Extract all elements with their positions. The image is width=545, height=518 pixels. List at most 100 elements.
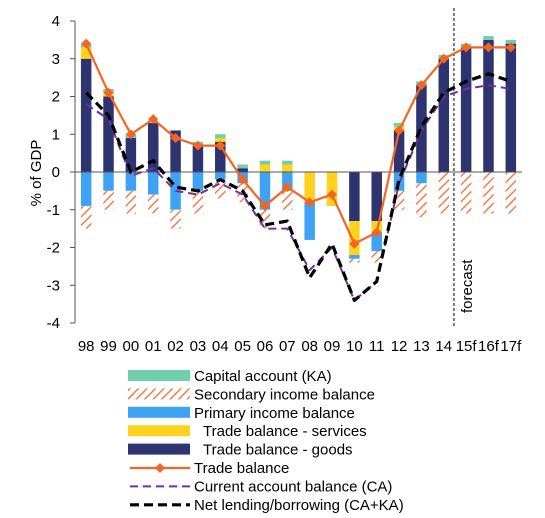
legend-label-trade-goods: Trade balance - goods [203, 442, 353, 459]
trade-balance-marker [438, 53, 449, 64]
bar-capital-account [282, 160, 293, 165]
bar-trade-services [259, 164, 271, 172]
bar-primary-income [192, 172, 204, 191]
forecast-label: forecast [459, 259, 476, 313]
bar-trade-goods [393, 130, 405, 172]
bar-secondary-income [259, 209, 271, 229]
x-tick-label: 11 [369, 338, 385, 355]
bar-secondary-income [393, 190, 405, 210]
bar-trade-goods [460, 47, 472, 172]
x-tick-label: 06 [257, 338, 274, 355]
bar-trade-services [282, 164, 293, 172]
bar-trade-goods [349, 172, 360, 222]
bar-secondary-income [103, 190, 114, 210]
x-tick-label: 03 [190, 338, 207, 355]
bar-secondary-income [125, 190, 137, 214]
bar-primary-income [371, 232, 382, 252]
trade-balance-marker [215, 140, 226, 151]
trade-balance-marker [148, 114, 159, 125]
trade-balance-marker [237, 174, 248, 185]
bar-trade-goods [438, 58, 450, 172]
bar-capital-account [215, 134, 226, 139]
trade-balance-marker [349, 238, 360, 249]
y-tick-label: 0 [52, 164, 60, 181]
bar-trade-services [304, 172, 315, 203]
bar-trade-goods [103, 96, 114, 172]
bar-secondary-income [282, 190, 293, 210]
trade-balance-marker [461, 42, 472, 53]
bar-trade-goods [80, 58, 92, 172]
bar-trade-goods [416, 85, 427, 172]
trade-balance-marker [81, 38, 92, 49]
x-tick-label: 07 [279, 338, 296, 355]
trade-balance-marker [304, 197, 315, 208]
bar-primary-income [125, 172, 137, 191]
y-axis-label: % of GDP [28, 140, 45, 207]
legend-label-trade-services: Trade balance - services [203, 423, 367, 440]
x-tick-label: 09 [324, 338, 341, 355]
bar-secondary-income [215, 179, 226, 199]
legend-symbol-capital-account [128, 370, 190, 381]
bar-capital-account [393, 122, 405, 127]
x-tick-label: 02 [167, 338, 184, 355]
x-tick-label: 10 [346, 338, 363, 355]
bar-trade-goods [371, 172, 382, 222]
x-tick-label: 08 [301, 338, 318, 355]
bar-trade-goods [237, 168, 248, 172]
y-tick-label: 2 [52, 89, 60, 106]
bar-primary-income [80, 172, 92, 206]
trade-balance-marker [371, 227, 382, 238]
bar-secondary-income [483, 172, 494, 214]
bar-trade-goods [505, 43, 517, 173]
bar-primary-income [259, 172, 271, 210]
trade-balance-marker [327, 189, 338, 200]
legend-symbol-trade-services [128, 425, 190, 437]
legend-symbol-primary-income [128, 406, 190, 418]
y-tick-label: 4 [52, 13, 60, 30]
legend-symbol-secondary-income [128, 388, 190, 400]
bar-primary-income [282, 172, 293, 191]
bar-capital-account [483, 36, 494, 40]
legend-label-secondary-income: Secondary income balance [194, 386, 375, 403]
bar-trade-goods [215, 141, 226, 172]
x-tick-label: 13 [413, 338, 430, 355]
bar-trade-services [326, 172, 338, 206]
bar-secondary-income [80, 205, 92, 229]
bar-secondary-income [416, 183, 427, 218]
trade-balance-marker [483, 42, 494, 53]
x-tick-label: 14 [435, 338, 452, 355]
legend: Capital account (KA)Secondary income bal… [128, 368, 404, 514]
bar-trade-services [349, 221, 360, 256]
line-net-lending [85, 72, 512, 302]
bar-trade-services [215, 138, 226, 142]
legend-symbol-trade-balance [130, 463, 190, 473]
bar-trade-services [371, 221, 382, 233]
bar-secondary-income [349, 258, 360, 263]
bar-trade-services [80, 47, 92, 59]
legend-label-current-account: Current account balance (CA) [194, 478, 392, 495]
bar-primary-income [103, 172, 114, 191]
bar-capital-account [259, 160, 271, 165]
bar-trade-goods [192, 145, 204, 172]
bar-secondary-income [438, 172, 450, 214]
bar-capital-account [505, 39, 517, 44]
line-current-account [85, 84, 511, 302]
x-tick-label: 12 [391, 338, 408, 355]
trade-balance-marker [170, 133, 181, 144]
bar-trade-goods [147, 122, 159, 172]
x-tick-label: 16f [478, 338, 500, 355]
trade-balance-marker [103, 87, 114, 98]
legend-label-primary-income: Primary income balance [194, 405, 355, 422]
x-tick-label: 98 [78, 338, 95, 355]
bar-trade-goods [125, 138, 137, 172]
y-tick-label: 1 [52, 126, 60, 143]
legend-symbol-trade-goods [128, 443, 190, 455]
trade-balance-marker [282, 182, 293, 193]
y-tick-label: 3 [52, 51, 60, 68]
legend-label-trade-balance: Trade balance [194, 460, 289, 477]
bar-secondary-income [460, 172, 472, 214]
trade-balance-marker [125, 129, 136, 140]
legend-label-net-lending: Net lending/borrowing (CA+KA) [194, 497, 404, 513]
